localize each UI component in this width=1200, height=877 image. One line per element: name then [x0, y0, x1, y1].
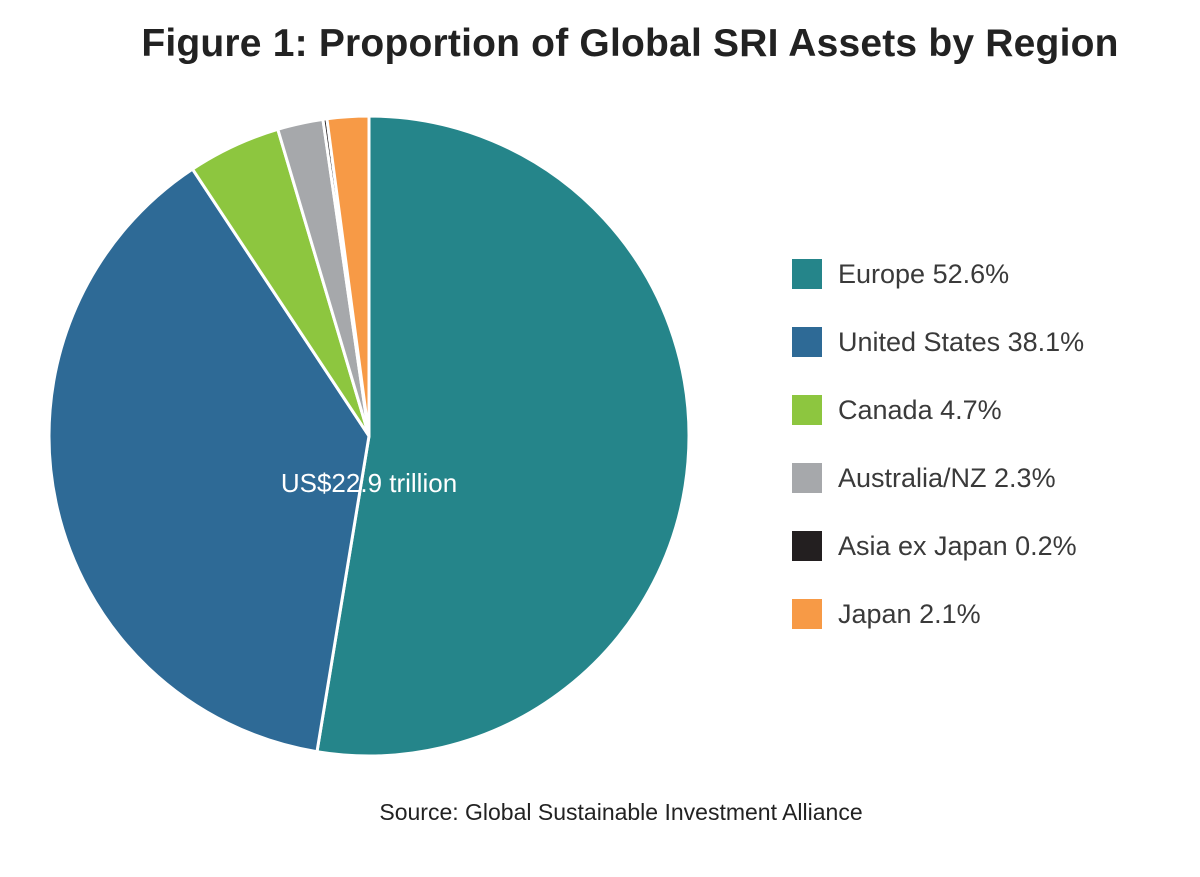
legend-item-1: United States 38.1% — [792, 308, 1084, 376]
pie-slice-1 — [47, 167, 371, 754]
legend-label-5: Japan 2.1% — [838, 598, 981, 629]
pie-slice-5 — [325, 114, 371, 438]
legend-item-5: Japan 2.1% — [792, 580, 1084, 648]
legend-label-1: United States 38.1% — [838, 326, 1085, 357]
legend-label-3: Australia/NZ 2.3% — [838, 462, 1056, 493]
legend-swatch-0 — [792, 259, 822, 289]
pie-center-label: US$22.9 trillion — [281, 468, 457, 498]
legend-item-3: Australia/NZ 2.3% — [792, 444, 1084, 512]
legend-item-4: Asia ex Japan 0.2% — [792, 512, 1084, 580]
chart-legend: Europe 52.6% United States 38.1% Canada 4.… — [792, 240, 1084, 648]
chart-source: Source: Global Sustainable Investment Al… — [379, 799, 863, 825]
pie-slice-0 — [315, 114, 691, 758]
legend-swatch-3 — [792, 463, 822, 493]
legend-swatch-1 — [792, 327, 822, 357]
legend-label-2: Canada 4.7% — [838, 394, 1002, 425]
legend-swatch-2 — [792, 395, 822, 425]
legend-swatch-4 — [792, 531, 822, 561]
pie-slices — [47, 114, 691, 758]
legend-swatch-5 — [792, 599, 822, 629]
legend-label-0: Europe 52.6% — [838, 258, 1010, 289]
legend-item-2: Canada 4.7% — [792, 376, 1084, 444]
legend-label-4: Asia ex Japan 0.2% — [838, 530, 1077, 561]
chart-title: Figure 1: Proportion of Global SRI Asset… — [141, 22, 1119, 65]
legend-item-0: Europe 52.6% — [792, 240, 1084, 308]
